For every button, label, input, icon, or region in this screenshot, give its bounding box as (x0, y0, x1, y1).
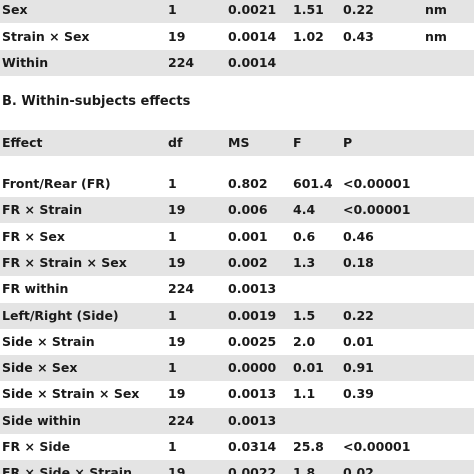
cell: 0.0021 (228, 2, 277, 17)
cell: 1.8 (293, 465, 316, 474)
table-row: FR within 224 0.0013 (0, 276, 474, 302)
cell: MS (228, 135, 250, 150)
cell: nm (425, 2, 447, 17)
cell: Side × Sex (2, 360, 78, 376)
cell: Effect (2, 135, 43, 150)
cell: Side × Strain (2, 333, 95, 349)
cell: FR × Side (2, 439, 71, 454)
cell: FR × Strain × Sex (2, 254, 127, 270)
cell: 1.3 (293, 254, 316, 270)
cell: 0.0013 (228, 386, 277, 402)
cell: <0.00001 (343, 202, 411, 218)
cell: FR × Side × Strain (2, 465, 132, 474)
section-title: B. Within-subjects effects (2, 94, 191, 109)
table-row: Left/Right (Side) 1 0.0019 1.5 0.22 (0, 302, 474, 329)
cell: 0.6 (293, 228, 316, 244)
cell: 0.91 (343, 360, 374, 376)
cell: 19 (168, 333, 186, 349)
cell: 0.01 (343, 333, 374, 349)
cell: 224 (168, 281, 195, 297)
cell: 0.22 (343, 2, 374, 17)
cell: FR × Sex (2, 228, 65, 244)
table-row: Side × Strain × Sex 19 0.0013 1.1 0.39 (0, 381, 474, 407)
cell: 19 (168, 28, 186, 44)
cell: nm (425, 28, 447, 44)
cell: 0.0014 (228, 55, 277, 70)
table-row: Side within 224 0.0013 (0, 407, 474, 434)
cell: 0.01 (293, 360, 324, 376)
cell: 1.51 (293, 2, 324, 17)
cell: 224 (168, 55, 195, 70)
cell: 1.5 (293, 307, 316, 323)
cell: 0.0000 (228, 360, 277, 376)
cell: 19 (168, 465, 186, 474)
table-row: Sex 1 0.0021 1.51 0.22 nm (0, 0, 474, 23)
cell: 0.02 (343, 465, 374, 474)
cell: 0.0022 (228, 465, 277, 474)
cell: <0.00001 (343, 439, 411, 454)
cell: 1.02 (293, 28, 324, 44)
header-row: Effect df MS F P (0, 130, 474, 156)
cell: Side × Strain × Sex (2, 386, 140, 402)
cell: 19 (168, 386, 186, 402)
cell: 0.22 (343, 307, 374, 323)
cell: 0.0314 (228, 439, 277, 454)
cell: 1 (168, 2, 177, 17)
table-row: Side × Strain 19 0.0025 2.0 0.01 (0, 329, 474, 355)
table-row: Front/Rear (FR) 1 0.802 601.4 <0.00001 (0, 171, 474, 197)
cell: 1 (168, 228, 177, 244)
cell: 0.43 (343, 28, 374, 44)
cell: <0.00001 (343, 176, 411, 191)
cell: 1 (168, 307, 177, 323)
cell: 601.4 (293, 176, 333, 191)
table-row: FR × Strain 19 0.006 4.4 <0.00001 (0, 197, 474, 224)
cell: 25.8 (293, 439, 324, 454)
cell: df (168, 135, 183, 150)
cell: Within (2, 55, 49, 70)
cell: FR within (2, 281, 69, 297)
cell: 0.0013 (228, 281, 277, 297)
cell: 0.006 (228, 202, 268, 218)
cell: 19 (168, 202, 186, 218)
cell: 2.0 (293, 333, 316, 349)
cell: 0.0013 (228, 412, 277, 428)
cell: 4.4 (293, 202, 316, 218)
cell: 1.1 (293, 386, 316, 402)
cell: P (343, 135, 353, 150)
table-row: Within 224 0.0014 (0, 50, 474, 76)
cell: 0.0014 (228, 28, 277, 44)
table-row: Strain × Sex 19 0.0014 1.02 0.43 nm (0, 24, 474, 50)
table-row: Side × Sex 1 0.0000 0.01 0.91 (0, 355, 474, 382)
cell: 0.18 (343, 254, 374, 270)
cell: 1 (168, 439, 177, 454)
cell: Strain × Sex (2, 28, 90, 44)
cell: 0.0025 (228, 333, 277, 349)
cell: F (293, 135, 302, 150)
table-row: FR × Side 1 0.0314 25.8 <0.00001 (0, 434, 474, 460)
cell: Sex (2, 2, 28, 17)
cell: Left/Right (Side) (2, 307, 119, 323)
cell: 0.802 (228, 176, 268, 191)
cell: 1 (168, 176, 177, 191)
cell: FR × Strain (2, 202, 83, 218)
cell: 0.0019 (228, 307, 277, 323)
cell: 0.46 (343, 228, 374, 244)
cell: 0.39 (343, 386, 374, 402)
table-row: FR × Sex 1 0.001 0.6 0.46 (0, 224, 474, 250)
cell: Front/Rear (FR) (2, 176, 111, 191)
cell: 0.001 (228, 228, 268, 244)
cell: 224 (168, 412, 195, 428)
table-row: FR × Strain × Sex 19 0.002 1.3 0.18 (0, 249, 474, 276)
cell: Side within (2, 412, 81, 428)
cell: 0.002 (228, 254, 268, 270)
cell: 19 (168, 254, 186, 270)
table-row: FR × Side × Strain 19 0.0022 1.8 0.02 (0, 460, 474, 474)
cell: 1 (168, 360, 177, 376)
